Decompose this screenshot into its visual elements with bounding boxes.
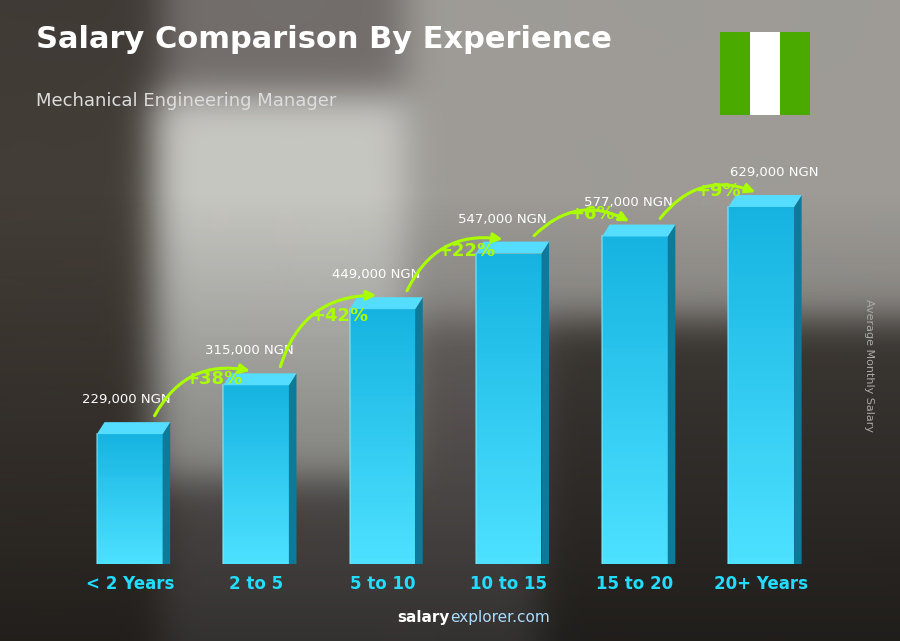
Polygon shape xyxy=(476,242,549,254)
Polygon shape xyxy=(289,373,296,564)
Text: +9%: +9% xyxy=(696,182,741,200)
Text: Average Monthly Salary: Average Monthly Salary xyxy=(863,299,874,432)
Text: +42%: +42% xyxy=(310,308,368,326)
Text: 229,000 NGN: 229,000 NGN xyxy=(82,393,170,406)
Polygon shape xyxy=(163,422,170,564)
Polygon shape xyxy=(542,242,549,564)
Bar xyxy=(780,32,810,115)
Text: 629,000 NGN: 629,000 NGN xyxy=(730,166,818,179)
Text: Mechanical Engineering Manager: Mechanical Engineering Manager xyxy=(36,92,337,110)
Text: Salary Comparison By Experience: Salary Comparison By Experience xyxy=(36,25,612,54)
Polygon shape xyxy=(668,224,675,564)
Text: 547,000 NGN: 547,000 NGN xyxy=(458,213,546,226)
Bar xyxy=(720,32,750,115)
Polygon shape xyxy=(415,297,423,564)
Text: salary: salary xyxy=(398,610,450,625)
Text: 449,000 NGN: 449,000 NGN xyxy=(332,269,420,281)
Text: 577,000 NGN: 577,000 NGN xyxy=(584,196,673,209)
Text: explorer.com: explorer.com xyxy=(450,610,550,625)
Polygon shape xyxy=(602,224,675,237)
Polygon shape xyxy=(223,373,296,385)
Text: 315,000 NGN: 315,000 NGN xyxy=(205,344,294,358)
Polygon shape xyxy=(728,195,802,207)
Bar xyxy=(750,32,780,115)
Text: +6%: +6% xyxy=(569,205,615,223)
Text: +38%: +38% xyxy=(184,370,242,388)
Polygon shape xyxy=(97,422,170,434)
Polygon shape xyxy=(349,297,423,309)
Text: +22%: +22% xyxy=(436,242,495,260)
Polygon shape xyxy=(794,195,802,564)
